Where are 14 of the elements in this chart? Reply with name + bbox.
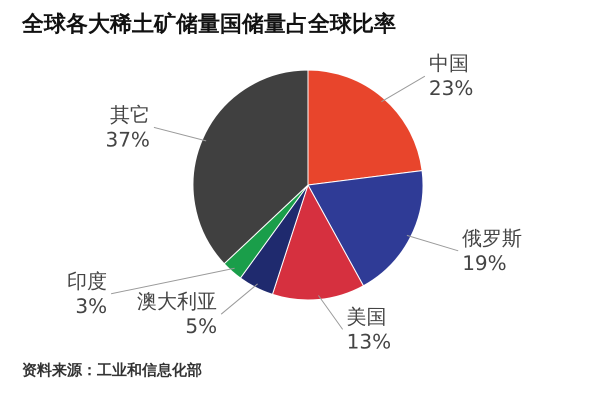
data-label: 3% bbox=[75, 294, 108, 318]
slice-label: 美国 bbox=[346, 304, 387, 328]
data-label: 19% bbox=[462, 250, 507, 275]
text: 资料来源：工业和信息化部 bbox=[22, 361, 202, 379]
slice-label: 印度 bbox=[67, 268, 108, 293]
data-label: 23% bbox=[428, 76, 474, 100]
chart-title: 全球各大稀土矿储量国储量占全球比率 bbox=[21, 11, 396, 37]
data-label: 37% bbox=[105, 127, 150, 152]
data-label: 5% bbox=[185, 314, 218, 338]
slice-label: 其它 bbox=[110, 102, 150, 126]
data-label: 13% bbox=[346, 329, 392, 354]
slice-label: 中国 bbox=[428, 51, 469, 76]
slice-label: 澳大利亚 bbox=[137, 289, 218, 314]
slice-label: 俄罗斯 bbox=[462, 226, 522, 250]
